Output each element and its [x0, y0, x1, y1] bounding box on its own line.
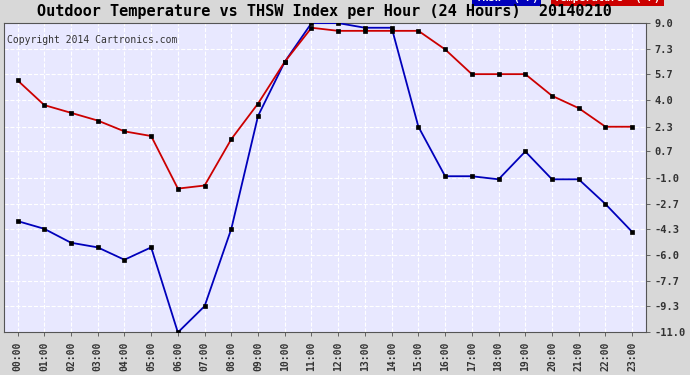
Text: Copyright 2014 Cartronics.com: Copyright 2014 Cartronics.com — [7, 35, 177, 45]
Text: Temperature  (°F): Temperature (°F) — [555, 0, 661, 3]
Title: Outdoor Temperature vs THSW Index per Hour (24 Hours)  20140210: Outdoor Temperature vs THSW Index per Ho… — [37, 4, 612, 19]
Text: THSW  (°F): THSW (°F) — [475, 0, 538, 3]
